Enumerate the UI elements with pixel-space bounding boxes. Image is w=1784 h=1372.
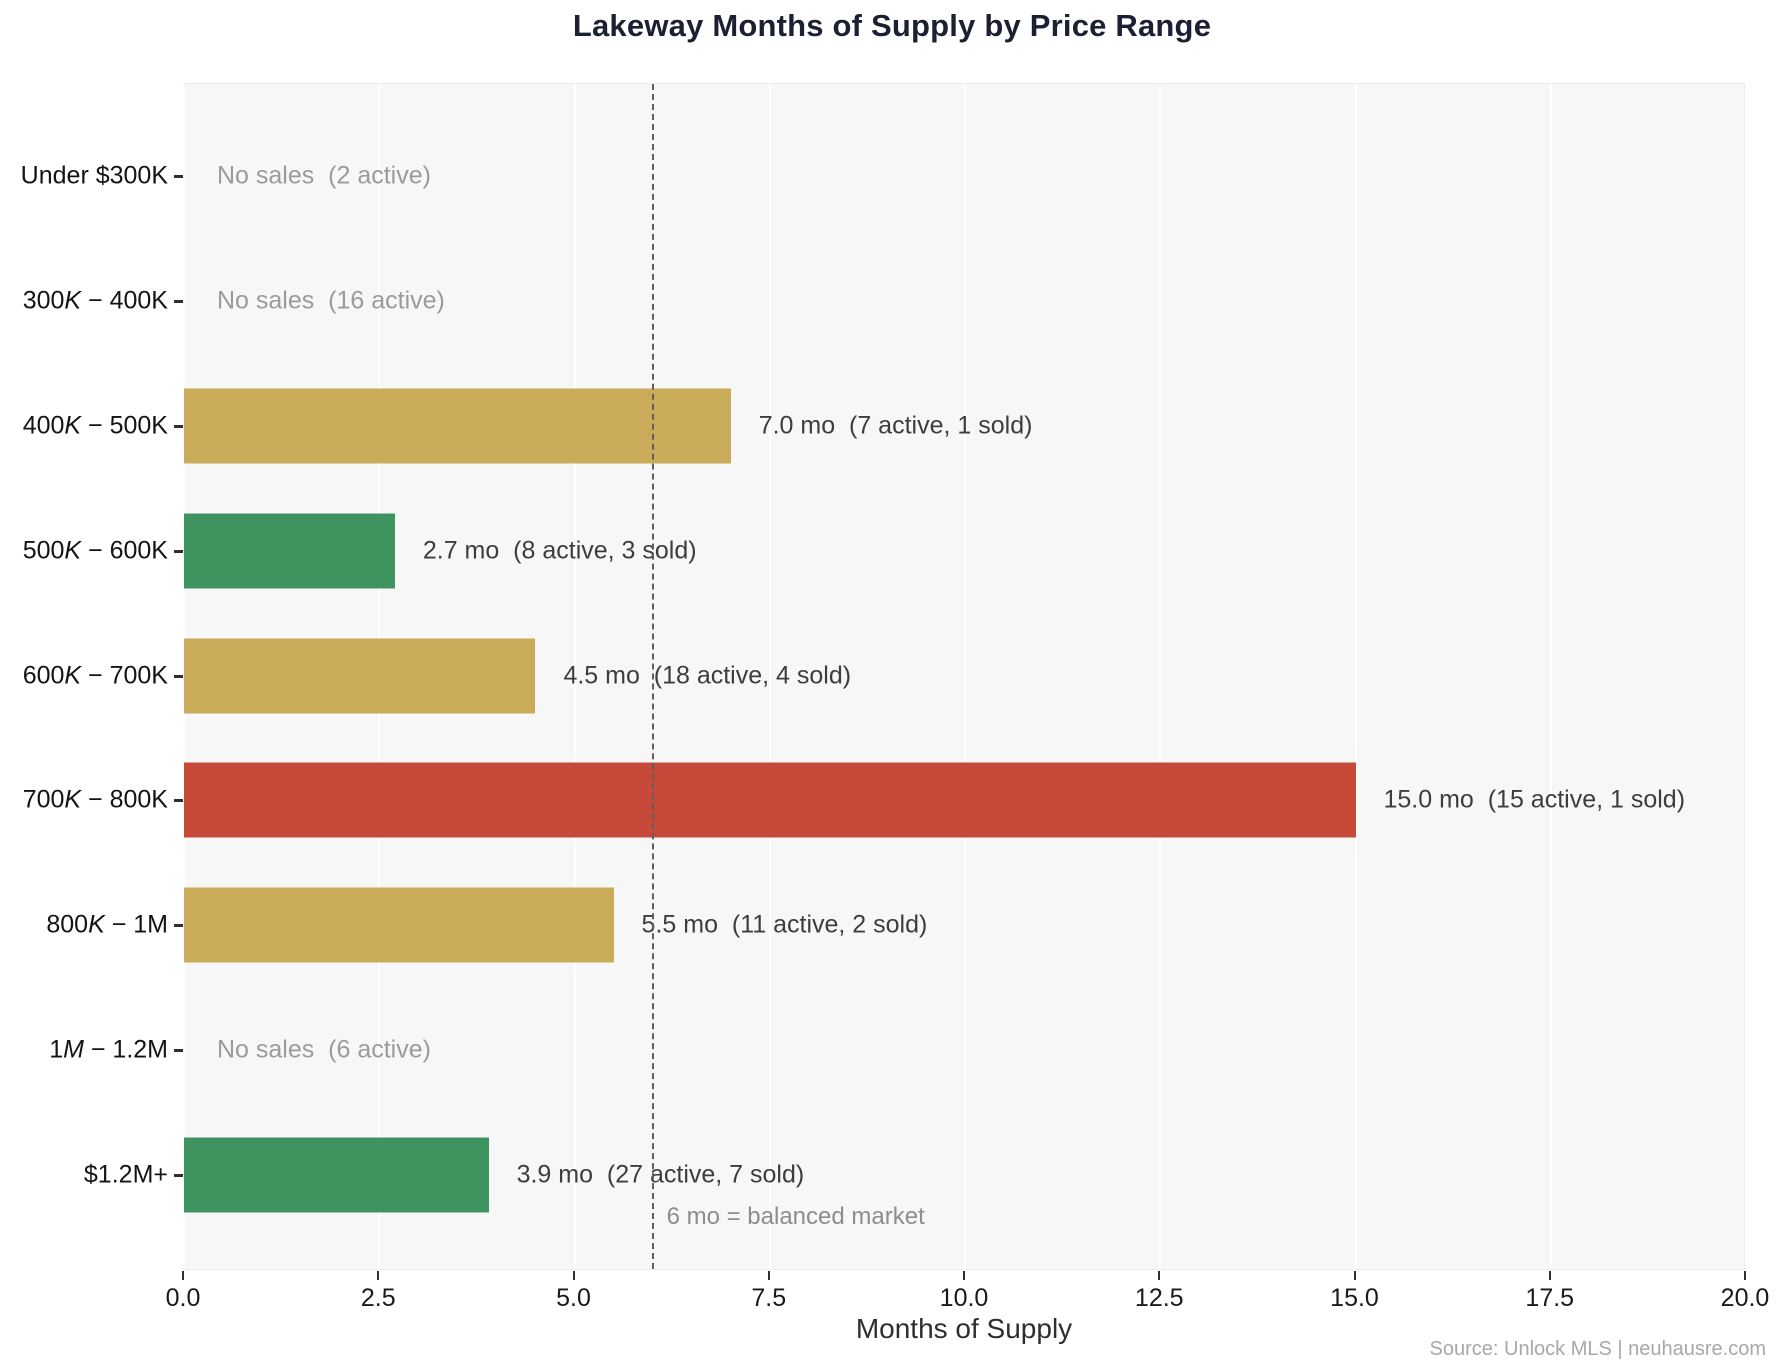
y-axis-tick-mark [174,674,183,678]
gridline [1354,84,1357,1269]
x-axis-tick-label: 17.5 [1525,1284,1575,1312]
bar-annotation: No sales (2 active) [217,161,431,190]
chart-row: 700K − 800K 15.0 mo (15 active, 1 sold) [23,738,1744,863]
y-axis-tick-mark [174,424,183,428]
bar-annotation: No sales (6 active) [217,1035,431,1064]
x-axis-tick-mark [1548,1271,1551,1280]
y-axis-label: 300K − 400K [22,286,168,315]
y-axis-tick-mark [174,300,183,304]
supply-bar [184,887,614,963]
y-axis-label: 400K − 500K [22,411,168,440]
supply-bar [184,388,731,464]
x-axis-tick-label: 5.0 [556,1284,591,1312]
chart-row: 400K − 500K 7.0 mo (7 active, 1 sold) [23,364,1744,489]
supply-bar [184,513,395,589]
bar-annotation: No sales (16 active) [217,286,445,315]
chart-row: $1.2M+ 3.9 mo (27 active, 7 sold) [84,1112,1744,1237]
supply-bar [184,762,1356,838]
y-axis-tick-mark [174,549,183,553]
x-axis-tick-label: 0.0 [165,1284,201,1312]
x-axis-tick-label: 20.0 [1720,1284,1770,1312]
gridline [1745,84,1747,1269]
gridline [964,84,966,1269]
chart-row: 1M − 1.2M No sales (6 active) [49,987,1744,1112]
chart-row: 800K − 1M 5.5 mo (11 active, 2 sold) [46,863,1744,988]
x-axis-tick-label: 2.5 [360,1284,396,1312]
x-axis-tick-mark [377,1271,380,1280]
bar-annotation: 2.7 mo (8 active, 3 sold) [422,536,697,565]
supply-bar [184,638,536,714]
gridline [573,84,576,1269]
source-credit: Source: Unlock MLS | neuhausre.com [1429,1338,1766,1360]
y-axis-tick-mark [174,1048,183,1052]
x-axis-tick-label: 7.5 [751,1284,787,1312]
x-axis-tick-mark [1353,1271,1356,1280]
x-axis-tick-mark [1158,1271,1161,1280]
y-axis-tick-mark [174,799,183,803]
y-axis-label: 500K − 600K [22,536,168,565]
y-axis-label: 800K − 1M [46,910,168,939]
x-axis-tick-mark [182,1271,184,1280]
supply-bar [184,1137,489,1213]
y-axis-label: 1M − 1.2M [49,1035,168,1064]
y-axis-label: 600K − 700K [22,661,168,690]
y-axis-label: $1.2M+ [83,1160,168,1189]
bar-annotation: 4.5 mo (18 active, 4 sold) [563,661,852,690]
chart-title: Lakeway Months of Supply by Price Range [572,8,1212,43]
chart-row: Under $300K No sales (2 active) [21,114,1744,239]
x-axis-tick-mark [963,1271,965,1280]
x-axis-tick-mark [1744,1271,1746,1280]
bar-annotation: 5.5 mo (11 active, 2 sold) [641,910,928,939]
gridline [1159,84,1162,1269]
x-axis-tick-label: 10.0 [939,1284,989,1312]
gridline [768,84,771,1269]
y-axis-label: Under $300K [20,161,168,190]
x-axis-tick-mark [572,1271,575,1280]
x-axis-tick-label: 15.0 [1330,1284,1379,1312]
y-axis-tick-mark [174,924,183,928]
chart-row: 500K − 600K 2.7 mo (8 active, 3 sold) [23,488,1744,613]
x-axis-title: Months of Supply [855,1313,1073,1344]
plot-panel: Under $300K No sales (2 active) 300K − 4… [21,83,1747,1270]
balanced-market-label: 6 mo = balanced market [666,1203,925,1230]
gridline [1549,84,1552,1269]
bar-annotation: 7.0 mo (7 active, 1 sold) [758,411,1033,440]
bar-annotation: 3.9 mo (27 active, 7 sold) [516,1160,805,1189]
y-axis-tick-mark [174,175,183,179]
balanced-market-reference-line [651,84,654,1269]
y-axis-label: 700K − 800K [22,785,168,814]
bar-rows: Under $300K No sales (2 active) 300K − 4… [21,84,1744,1269]
chart-row: 600K − 700K 4.5 mo (18 active, 4 sold) [23,613,1744,738]
bar-annotation: 15.0 mo (15 active, 1 sold) [1383,785,1686,814]
x-axis-tick-label: 12.5 [1134,1284,1184,1312]
x-axis-tick-mark [767,1271,770,1280]
chart-row: 300K − 400K No sales (16 active) [23,239,1744,364]
y-axis-tick-mark [174,1173,183,1177]
